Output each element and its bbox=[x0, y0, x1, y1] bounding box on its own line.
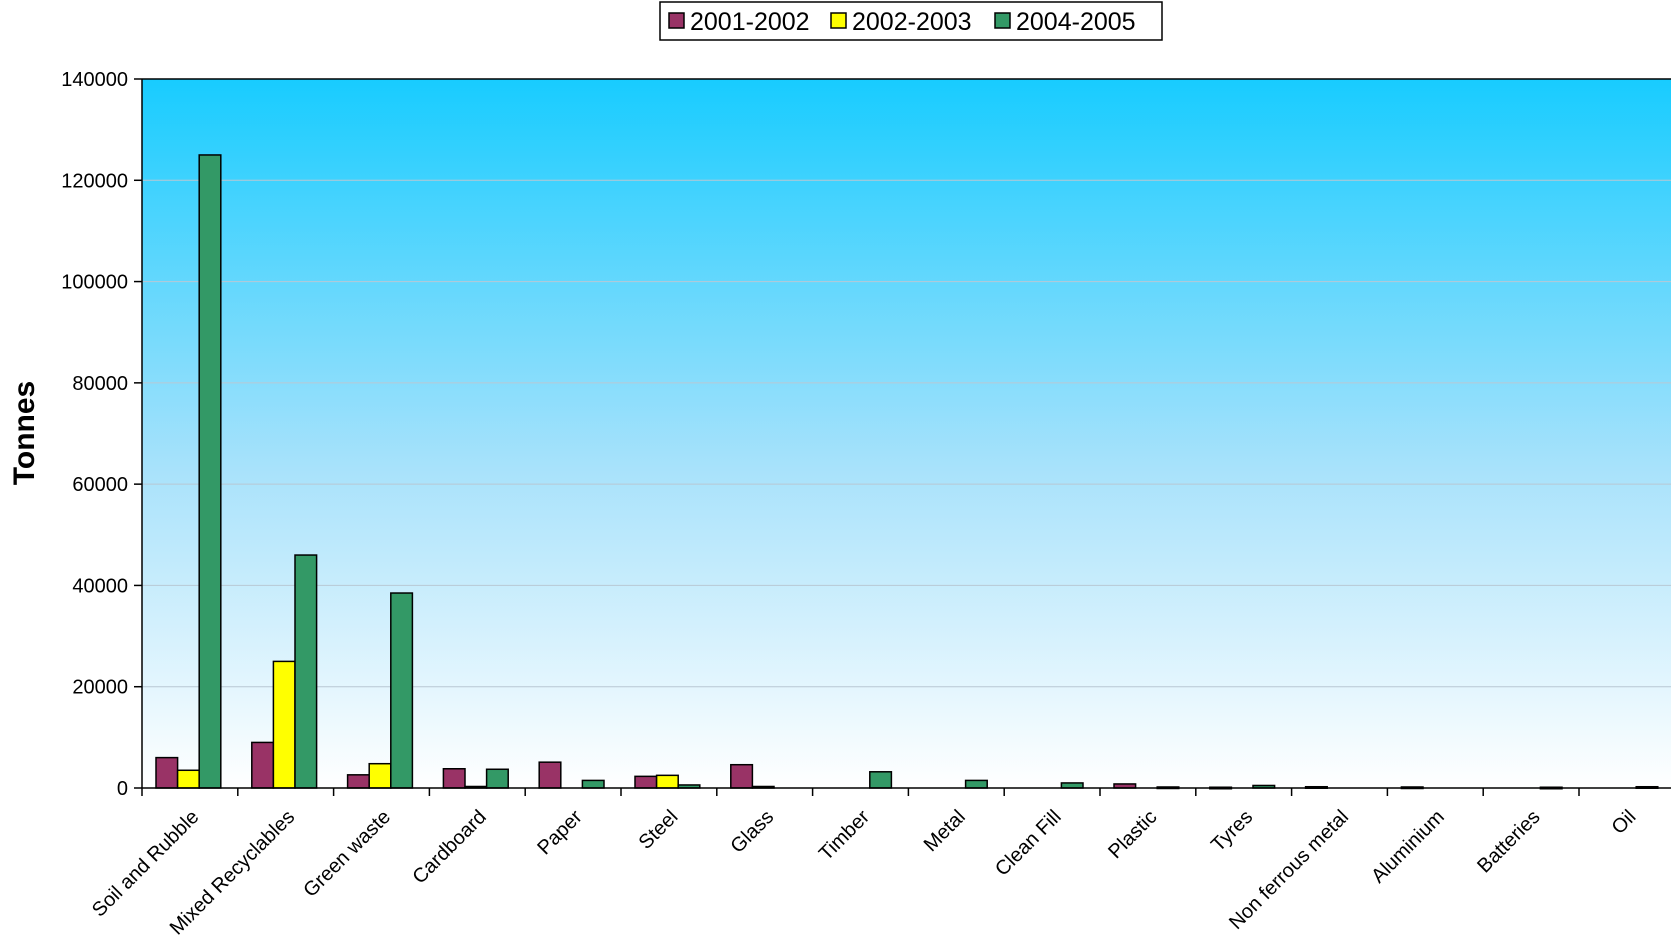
y-axis-title: Tonnes bbox=[8, 381, 41, 485]
legend-box bbox=[659, 1, 1163, 41]
bar-2001-2002-mixed-recyclables bbox=[251, 741, 275, 789]
bar-2004-2005-metal bbox=[964, 779, 988, 789]
bar-2001-2002-soil-and-rubble bbox=[155, 756, 179, 789]
bar-2004-2005-soil-and-rubble bbox=[198, 154, 222, 789]
bar-2002-2003-green-waste bbox=[368, 762, 392, 789]
y-tick-label: 140000 bbox=[61, 69, 128, 91]
x-tick-label: Tyres bbox=[1207, 806, 1257, 856]
x-tick-label: Cardboard bbox=[408, 806, 490, 888]
bar-2001-2002-cardboard bbox=[442, 768, 466, 789]
axes bbox=[134, 78, 1671, 796]
plot-area bbox=[142, 79, 1671, 788]
bar-2001-2002-green-waste bbox=[346, 774, 370, 789]
bar-2002-2003-mixed-recyclables bbox=[272, 660, 296, 789]
y-tick-label: 120000 bbox=[61, 170, 128, 192]
x-tick-label: Plastic bbox=[1104, 806, 1161, 863]
y-tick-labels: 0 20000 40000 60000 80000 100000 120000 140000 bbox=[61, 69, 128, 800]
legend-label: 2001-2002 bbox=[690, 8, 810, 36]
y-tick-label: 40000 bbox=[72, 575, 128, 597]
legend-label: 2002-2003 bbox=[852, 8, 972, 36]
y-tick-label: 0 bbox=[117, 778, 128, 800]
bar-2004-2005-clean-fill bbox=[1060, 782, 1084, 789]
legend-label: 2004-2005 bbox=[1016, 8, 1136, 36]
bar-2004-2005-mixed-recyclables bbox=[294, 554, 318, 789]
x-tick-label: Aluminium bbox=[1367, 806, 1449, 888]
legend-swatch-2001-2002 bbox=[668, 12, 685, 29]
x-tick-label: Metal bbox=[920, 806, 970, 856]
bar-2004-2005-paper bbox=[581, 779, 605, 789]
x-tick-label: Batteries bbox=[1473, 806, 1544, 877]
bar-2001-2002-glass bbox=[730, 763, 754, 789]
bar-2002-2003-steel bbox=[655, 774, 679, 789]
x-tick-label: Paper bbox=[533, 806, 587, 860]
bar-2004-2005-cardboard bbox=[485, 768, 509, 789]
y-tick-label: 80000 bbox=[72, 373, 128, 395]
bar-2002-2003-soil-and-rubble bbox=[176, 769, 200, 789]
bar-2004-2005-timber bbox=[869, 771, 893, 789]
y-tick-label: 20000 bbox=[72, 677, 128, 699]
y-tick-label: 60000 bbox=[72, 474, 128, 496]
legend-swatch-2004-2005 bbox=[994, 12, 1011, 29]
bar-2004-2005-green-waste bbox=[390, 592, 414, 789]
x-tick-label: Green waste bbox=[299, 806, 395, 902]
legend: 2001-2002 2002-2003 2004-2005 bbox=[659, 1, 1163, 41]
bar-2001-2002-steel bbox=[634, 775, 658, 789]
x-tick-label: Timber bbox=[815, 806, 874, 865]
x-tick-label: Oil bbox=[1608, 806, 1641, 839]
x-tick-label: Steel bbox=[635, 806, 683, 854]
x-tick-label: Glass bbox=[727, 806, 779, 858]
bar-2001-2002-paper bbox=[538, 761, 562, 789]
legend-swatch-2002-2003 bbox=[830, 12, 847, 29]
y-tick-label: 100000 bbox=[61, 272, 128, 294]
grid-lines bbox=[142, 179, 1671, 688]
x-tick-label: Clean Fill bbox=[991, 806, 1066, 881]
